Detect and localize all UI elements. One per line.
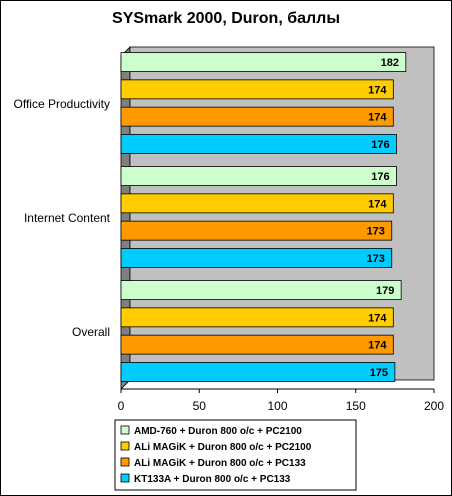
bar — [120, 334, 394, 355]
x-tick-label: 200 — [424, 399, 444, 413]
bar-value-label: 174 — [368, 112, 387, 124]
x-tick-label: 0 — [118, 399, 125, 413]
legend-swatch — [120, 457, 130, 467]
bar — [120, 220, 393, 241]
x-tick-label: 100 — [267, 399, 287, 413]
legend-label: ALi MAGiK + Duron 800 o/c + PC2100 — [134, 442, 312, 453]
legend-label: KT133A + Duron 800 o/c + PC133 — [134, 474, 291, 485]
category-label: Overall — [72, 325, 110, 339]
legend-box — [114, 419, 357, 491]
legend-label: AMD-760 + Duron 800 o/c + PC2100 — [134, 426, 302, 437]
bar — [120, 193, 394, 214]
legend-swatch — [120, 441, 130, 451]
bar-value-label: 176 — [371, 139, 389, 151]
bar — [120, 166, 397, 186]
bar-value-label: 174 — [368, 312, 387, 324]
bar — [120, 362, 396, 382]
bar-value-label: 174 — [368, 198, 387, 210]
x-tick-label: 150 — [346, 399, 366, 413]
legend-swatch — [120, 473, 130, 483]
bar — [120, 106, 394, 127]
bar — [120, 52, 407, 72]
category-label: Internet Content — [24, 211, 111, 225]
bar-value-label: 176 — [371, 171, 389, 183]
bar-value-label: 173 — [367, 253, 385, 265]
bar-value-label: 179 — [376, 285, 394, 297]
bar — [120, 248, 393, 268]
legend-label: ALi MAGiK + Duron 800 o/c + PC133 — [134, 458, 306, 469]
legend-swatch — [120, 425, 130, 435]
bar-value-label: 174 — [368, 84, 387, 96]
chart-title: SYSmark 2000, Duron, баллы — [112, 10, 340, 27]
category-label: Office Productivity — [14, 97, 110, 111]
bar — [120, 280, 402, 300]
x-tick-label: 50 — [193, 399, 207, 413]
bar-value-label: 173 — [367, 226, 385, 238]
bar — [120, 79, 394, 100]
bar-value-label: 174 — [368, 340, 387, 352]
bar — [120, 134, 397, 154]
bar — [120, 307, 394, 328]
bar-value-label: 182 — [381, 57, 399, 69]
bar-value-label: 175 — [370, 367, 388, 379]
